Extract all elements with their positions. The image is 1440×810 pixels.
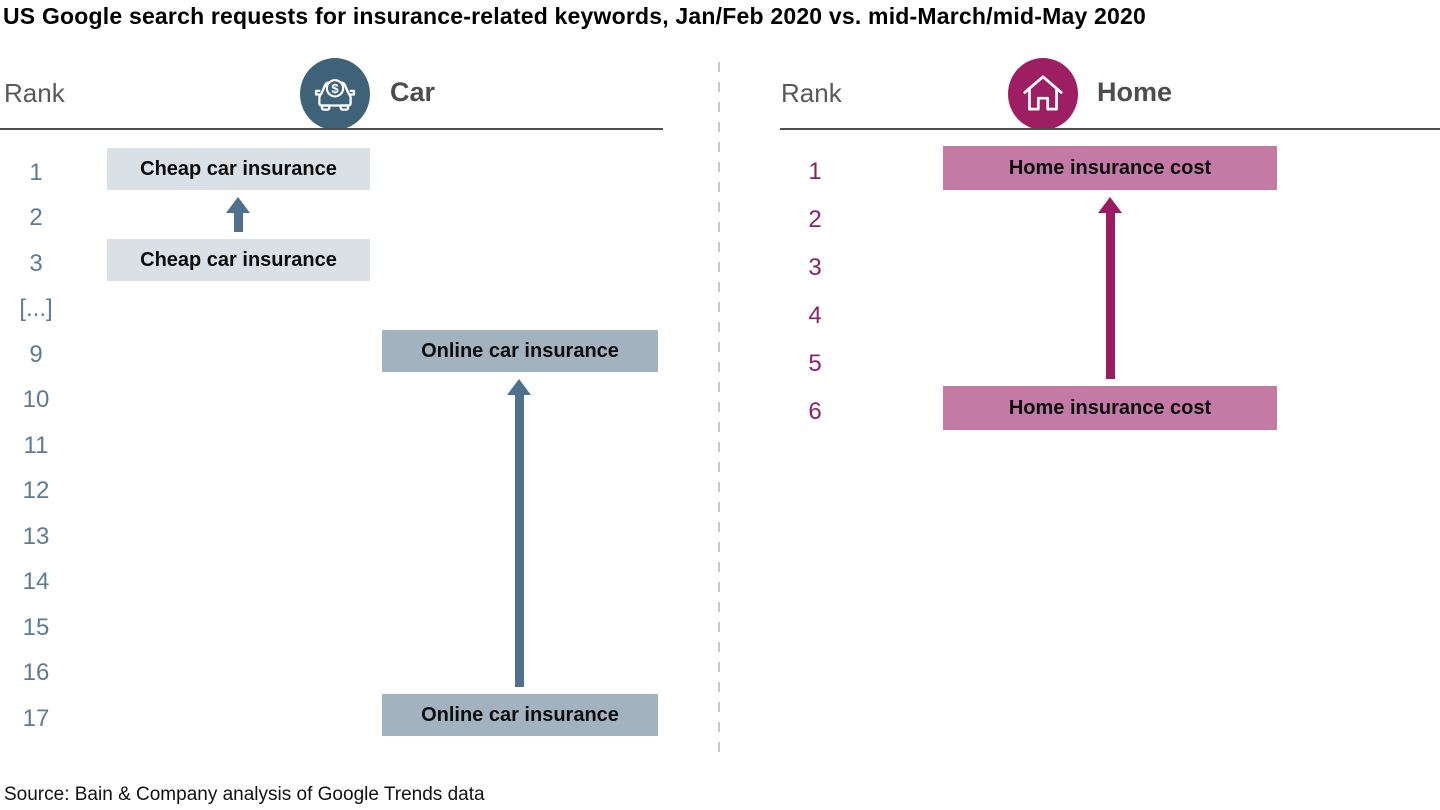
car-rank-label-3: 3 [29, 249, 43, 277]
car-rank-up-arrow-shaft [233, 211, 243, 232]
car-rank-label-13: 13 [22, 522, 50, 550]
chart-title: US Google search requests for insurance-… [3, 3, 1146, 29]
car-keyword-box-early: Cheap car insurance [107, 238, 370, 281]
home-keyword-box-late: Home insurance cost [943, 146, 1277, 190]
car-header-rule [0, 128, 663, 130]
car-keyword-box-late: Cheap car insurance [107, 147, 370, 190]
home-panel-label: Home [1097, 77, 1173, 107]
home-keyword-box-early: Home insurance cost [943, 386, 1277, 430]
car-rank-up-arrow-head [507, 378, 531, 395]
car-rank-label-1: 1 [29, 158, 43, 186]
home-rank-label-4: 4 [808, 302, 822, 329]
car-rank-label-2: 2 [29, 204, 43, 232]
car-rank-label-12: 12 [22, 477, 50, 505]
car-rank-label-11: 11 [23, 431, 49, 459]
car-rank-up-arrow-head [226, 196, 250, 213]
car-rank-up-arrow-shaft [514, 393, 524, 687]
home-rank-label-1: 1 [808, 158, 822, 185]
svg-text:$: $ [331, 81, 339, 96]
car-keyword-box-early: Online car insurance [382, 693, 658, 736]
home-header-rule [780, 128, 1440, 130]
car-keyword-box-late: Online car insurance [382, 329, 658, 372]
home-rank-up-arrow-head [1098, 197, 1122, 213]
car-icon-badge: $ [300, 58, 370, 130]
car-rank-label-15: 15 [22, 613, 50, 641]
home-icon-badge [1008, 58, 1078, 130]
source-note: Source: Bain & Company analysis of Googl… [4, 784, 485, 805]
car-panel-label: Car [390, 77, 436, 107]
car-rank-label-: [...] [19, 295, 53, 323]
car-dollar-icon: $ [314, 79, 356, 111]
home-icon [1023, 75, 1063, 111]
home-rank-up-arrow-shaft [1105, 212, 1115, 379]
car-rank-label-16: 16 [22, 659, 50, 687]
home-rank-label-3: 3 [808, 254, 822, 281]
car-rank-label-17: 17 [22, 704, 50, 732]
home-rank-label-6: 6 [808, 398, 822, 425]
panel-divider [718, 62, 720, 762]
car-rank-label-9: 9 [29, 340, 43, 368]
home-rank-label-2: 2 [808, 206, 822, 233]
car-rank-label-14: 14 [22, 568, 50, 596]
home-rank-label-5: 5 [808, 350, 822, 377]
car-rank-header: Rank [4, 78, 65, 108]
home-rank-header: Rank [781, 78, 842, 108]
car-rank-label-10: 10 [22, 386, 50, 414]
